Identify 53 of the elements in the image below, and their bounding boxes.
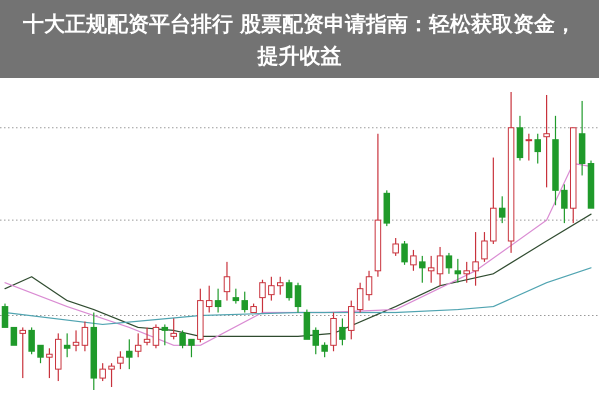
candlestick: [152, 324, 160, 349]
candlestick: [10, 326, 18, 346]
candlestick: [454, 258, 462, 284]
candlestick: [339, 318, 346, 346]
candlestick: [37, 344, 44, 364]
candlestick: [534, 133, 541, 164]
candlestick: [206, 285, 212, 314]
chart-title: 十大正规配资平台排行 股票配资申请指南：轻松获取资金，提升收益: [22, 12, 576, 68]
candlestick: [366, 270, 372, 302]
candlestick: [356, 282, 364, 314]
candlestick: [179, 330, 186, 349]
candlestick: [28, 326, 35, 355]
candlestick: [259, 279, 266, 314]
candlestick: [543, 94, 550, 188]
candlestick: [64, 332, 70, 358]
candlestick: [188, 338, 195, 358]
candlestick: [463, 261, 470, 284]
candlestick: [321, 342, 328, 358]
candlestick: [526, 133, 532, 162]
candlestick: [481, 231, 488, 262]
candlestick: [348, 300, 355, 340]
candlestick: [232, 288, 240, 304]
candlestick: [498, 196, 506, 224]
candlestick: [561, 184, 568, 224]
candlestick: [392, 237, 399, 256]
candlestick: [99, 362, 106, 382]
candlestick: [134, 332, 142, 358]
candlestick: [214, 288, 222, 314]
candlestick: [170, 318, 177, 340]
candlestick: [419, 255, 426, 284]
candlestick: [108, 362, 115, 388]
candlestick: [286, 279, 292, 302]
candlestick: [46, 348, 53, 379]
candlestick: [276, 276, 284, 296]
candlestick: [20, 326, 26, 379]
candlestick: [126, 338, 133, 370]
candlestick: [436, 246, 444, 286]
candlestick: [472, 231, 479, 286]
candlestick: [446, 252, 452, 274]
candlestick: [312, 326, 320, 355]
candlestick: [224, 261, 230, 302]
candlestick: [268, 276, 275, 302]
candlestick: [294, 282, 302, 314]
candlestick: [241, 291, 248, 314]
candlestick: [428, 255, 434, 284]
candlestick: [162, 324, 168, 346]
candlestick: [2, 302, 8, 328]
candlestick: [117, 350, 124, 370]
candlestick: [82, 320, 88, 352]
candlestick: [72, 330, 80, 352]
candlestick: [144, 326, 150, 346]
candlestick: [410, 249, 417, 272]
candlestick: [401, 240, 408, 266]
